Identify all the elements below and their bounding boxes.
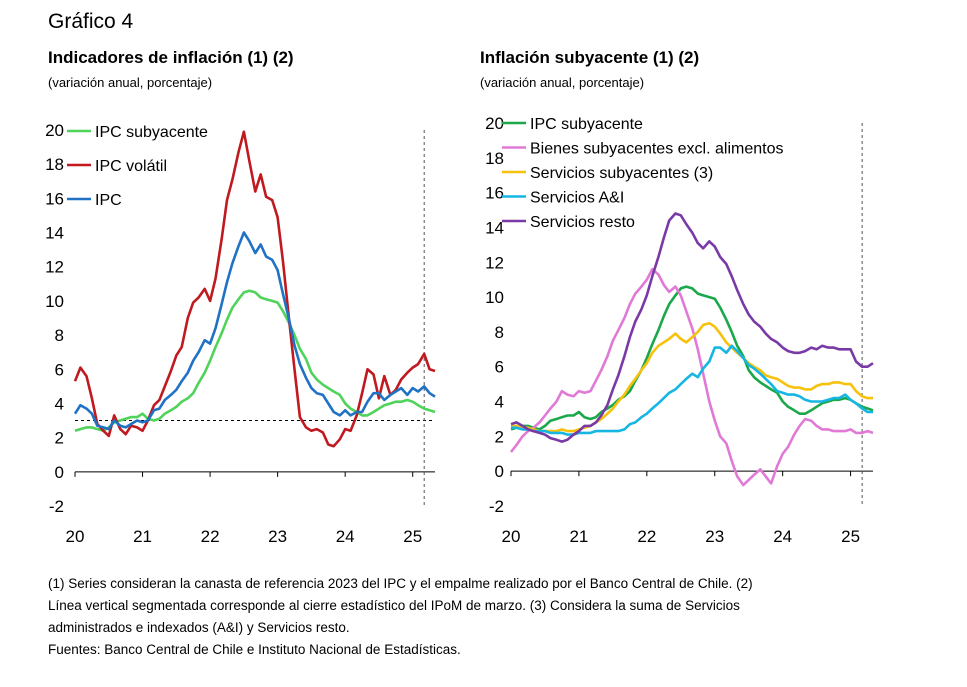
- x-tick-label: 25: [403, 527, 422, 546]
- y-tick-label: 12: [485, 253, 504, 272]
- note-line-2: Línea vertical segmentada corresponde al…: [48, 598, 740, 613]
- y-tick-label: 4: [55, 394, 64, 413]
- legend-label: Servicios subyacentes (3): [530, 165, 713, 182]
- x-tick-label: 22: [637, 527, 656, 546]
- figure-label: Gráfico 4: [48, 10, 134, 33]
- y-tick-label: 6: [495, 358, 504, 377]
- x-tick-label: 24: [773, 527, 792, 546]
- y-tick-label: 10: [45, 292, 64, 311]
- sources-line: Fuentes: Banco Central de Chile e Instit…: [48, 642, 461, 657]
- y-tick-label: 12: [45, 258, 64, 277]
- note-line-1: (1) Series consideran la canasta de refe…: [48, 576, 753, 591]
- y-tick-label: 0: [495, 462, 504, 481]
- legend-label: IPC: [95, 192, 122, 209]
- x-tick-label: 23: [268, 527, 287, 546]
- y-tick-label: 0: [55, 463, 64, 482]
- right-chart-subtitle: (variación anual, porcentaje): [480, 75, 645, 90]
- y-tick-label: 20: [485, 114, 504, 133]
- x-tick-label: 22: [201, 527, 220, 546]
- y-tick-label: 6: [55, 360, 64, 379]
- y-tick-label: 2: [495, 427, 504, 446]
- y-tick-label: 18: [45, 155, 64, 174]
- x-tick-label: 20: [502, 527, 521, 546]
- left-chart-subtitle: (variación anual, porcentaje): [48, 75, 213, 90]
- note-line-3: administrados e indexados (A&I) y Servic…: [48, 620, 350, 635]
- y-tick-label: 16: [485, 184, 504, 203]
- y-tick-label: 18: [485, 149, 504, 168]
- x-tick-label: 21: [133, 527, 152, 546]
- legend-label: Servicios A&I: [530, 190, 624, 207]
- right-chart-title: Inflación subyacente (1) (2): [480, 48, 700, 67]
- legend-label: IPC volátil: [95, 158, 167, 175]
- y-tick-label: 4: [495, 393, 504, 412]
- footnotes: (1) Series consideran la canasta de refe…: [48, 573, 948, 661]
- y-tick-label: 16: [45, 189, 64, 208]
- y-tick-label: 14: [485, 218, 504, 237]
- series-line-2: [509, 267, 874, 487]
- series-line-1: [74, 289, 436, 433]
- x-tick-label: 25: [841, 527, 860, 546]
- series-line-3: [511, 321, 873, 433]
- series-line-5: [510, 212, 874, 443]
- y-tick-label: 8: [55, 326, 64, 345]
- y-tick-label: -2: [49, 497, 64, 516]
- y-tick-label: 10: [485, 288, 504, 307]
- y-tick-label: 2: [55, 429, 64, 448]
- series-line-3: [73, 231, 436, 431]
- left-chart-title: Indicadores de inflación (1) (2): [48, 48, 294, 67]
- y-tick-label: 8: [495, 323, 504, 342]
- legend-label: Bienes subyacentes excl. alimentos: [530, 141, 783, 158]
- x-tick-label: 21: [569, 527, 588, 546]
- x-tick-label: 20: [66, 527, 85, 546]
- series-line-4: [511, 344, 873, 436]
- y-tick-label: 20: [45, 121, 64, 140]
- series-line-1: [510, 285, 874, 431]
- series-line-2: [73, 130, 436, 448]
- x-tick-label: 23: [705, 527, 724, 546]
- y-tick-label: 14: [45, 224, 64, 243]
- legend-label: Servicios resto: [530, 214, 635, 231]
- y-tick-label: -2: [489, 497, 504, 516]
- legend-label: IPC subyacente: [95, 124, 208, 141]
- x-tick-label: 24: [336, 527, 355, 546]
- legend-label: IPC subyacente: [530, 116, 643, 133]
